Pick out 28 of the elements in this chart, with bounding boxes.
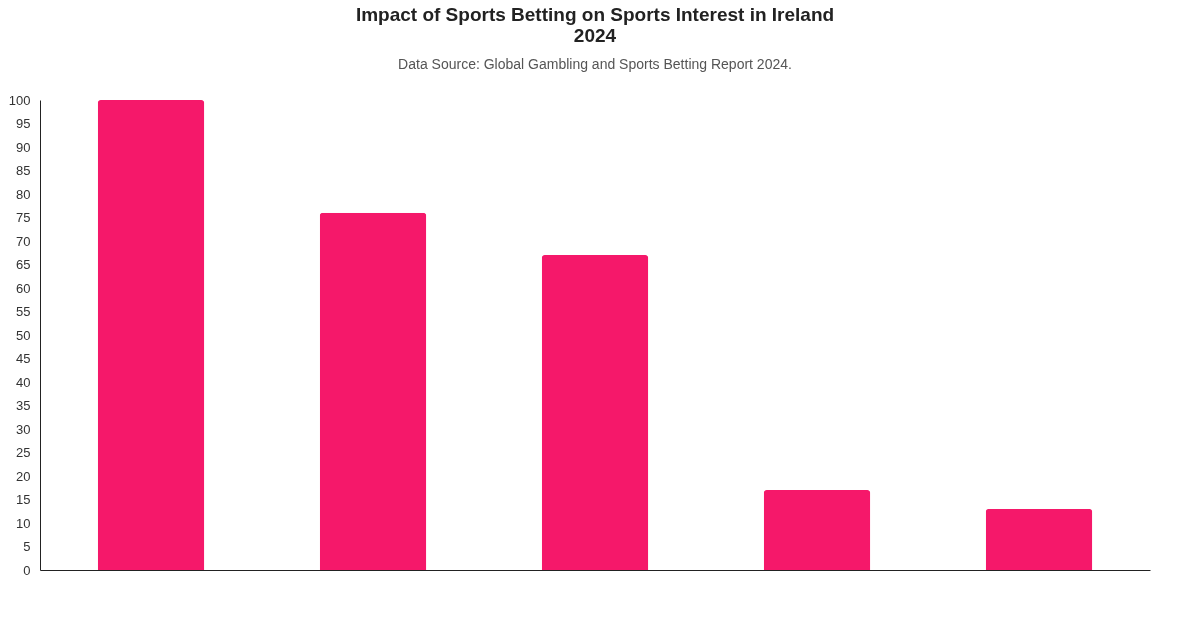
y-tick-label: 40 [16,374,31,390]
y-tick-label: 80 [16,186,31,202]
bar [763,490,871,570]
y-tick-label: 30 [16,421,31,437]
y-tick-label: 55 [16,304,31,319]
y-tick-label: 15 [16,492,31,507]
y-tick-label: 100 [8,92,31,108]
y-tick-label: 0 [23,562,31,578]
bar [97,100,205,570]
y-tick-label: 70 [16,233,31,249]
y-tick-label: 50 [16,327,31,343]
chart-subtitle: Data Source: Global Gambling and Sports Betting Report 2024. [398,56,792,72]
chart-title: Impact of Sports Betting on Sports Interest in Ireland 2024 [355,4,835,46]
bar [985,508,1093,570]
y-tick-label: 90 [16,139,31,155]
y-tick-label: 45 [16,351,31,366]
y-tick-label: 65 [16,257,31,272]
y-tick-label: 85 [16,163,31,178]
y-tick-label: 20 [16,468,31,484]
y-tick-label: 10 [16,515,31,531]
y-tick-label: 5 [23,539,31,554]
y-tick-label: 35 [16,398,31,413]
bar [319,212,427,570]
y-tick-label: 60 [16,280,31,296]
y-tick-label: 25 [16,445,31,460]
bar [541,255,649,570]
y-tick-label: 75 [16,210,31,225]
y-tick-label: 95 [16,116,31,131]
